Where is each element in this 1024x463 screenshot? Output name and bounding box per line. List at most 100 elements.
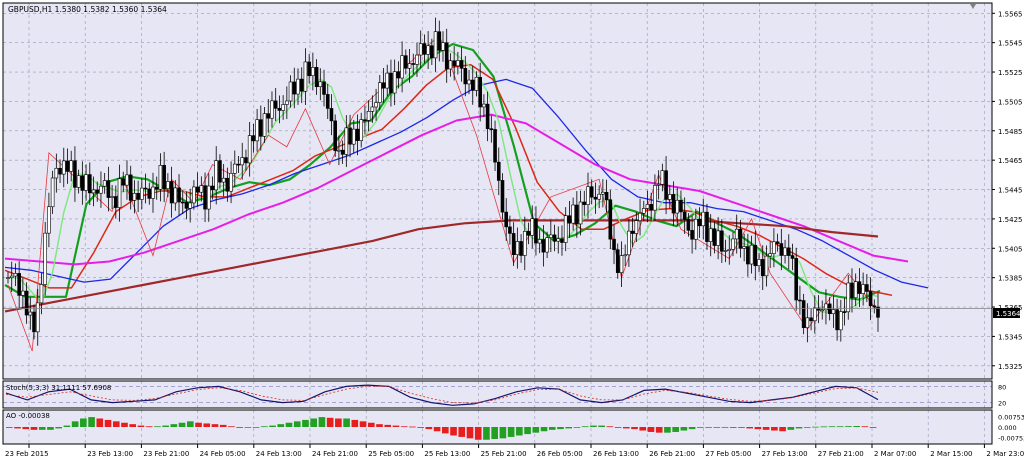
ao-bar-up <box>178 422 186 427</box>
candle-bullish <box>69 160 74 172</box>
candle-bullish <box>91 189 96 194</box>
ao-bar-up <box>71 421 79 427</box>
candle-bullish <box>627 230 631 256</box>
candle-bullish <box>6 277 10 279</box>
candle-bullish <box>515 241 520 255</box>
price-tick-label: 1.5465 <box>998 157 1023 165</box>
candle-bullish <box>102 180 107 187</box>
ao-bar-up <box>507 427 515 437</box>
ao-bar-up <box>38 427 46 430</box>
candle-bearish <box>333 120 337 151</box>
candle-bearish <box>604 191 609 201</box>
ao-bar-down <box>754 427 762 430</box>
stochastic-panel[interactable] <box>3 381 992 408</box>
ao-bar-up <box>88 417 95 427</box>
candle-bullish <box>232 163 237 174</box>
candle-bullish <box>716 230 720 246</box>
candle-bearish <box>857 281 862 294</box>
ao-bar-up <box>252 427 260 428</box>
candle-bullish <box>158 165 163 190</box>
candle-bearish <box>679 199 683 213</box>
candle-bearish <box>389 72 393 94</box>
ao-bar-down <box>425 427 433 430</box>
candle-bearish <box>786 247 791 256</box>
candle-bearish <box>582 201 587 205</box>
candle-bullish <box>645 204 650 209</box>
ao-bar-down <box>359 421 367 427</box>
candle-bearish <box>526 231 531 236</box>
candle-bullish <box>861 284 865 294</box>
candle-bullish <box>578 201 583 225</box>
candle-bearish <box>794 258 799 301</box>
candle-bearish <box>251 135 256 142</box>
chart-shift-marker[interactable] <box>970 4 976 9</box>
candle-bullish <box>359 119 364 141</box>
candle-bullish <box>653 185 657 211</box>
candle-bearish <box>485 103 490 129</box>
candle-bearish <box>147 188 152 199</box>
candle-bullish <box>188 202 192 209</box>
ao-bar-up <box>310 418 318 427</box>
main-panel-border <box>2 2 993 380</box>
price-tick-label: 1.5405 <box>998 245 1023 253</box>
candle-bearish <box>437 31 442 51</box>
ao-bar-up <box>302 419 309 427</box>
candle-bearish <box>452 60 456 67</box>
ao-bar-down <box>367 422 375 427</box>
ao-bar-down <box>145 426 153 428</box>
candle-bullish <box>351 128 356 145</box>
candle-bearish <box>65 160 70 172</box>
candle-bearish <box>307 61 311 76</box>
candle-bullish <box>426 45 430 55</box>
candle-bullish <box>35 302 40 333</box>
time-tick-label: 23 Feb 13:00 <box>87 450 133 458</box>
candle-bullish <box>831 309 836 315</box>
candle-bullish <box>117 178 122 208</box>
candle-bullish <box>337 149 341 152</box>
ao-bar-down <box>869 427 877 428</box>
time-tick-label: 27 Feb 05:00 <box>705 450 751 458</box>
candle-bullish <box>47 206 51 234</box>
candle-bullish <box>206 185 211 210</box>
price-tick-label: 1.5505 <box>998 98 1023 106</box>
candle-bearish <box>106 180 111 198</box>
candle-bullish <box>21 290 25 296</box>
candle-bearish <box>872 305 877 308</box>
candle-bearish <box>381 82 386 89</box>
candle-bullish <box>467 79 471 85</box>
candle-bearish <box>664 170 668 200</box>
candle-bullish <box>43 232 47 285</box>
ao-bar-down <box>392 425 400 427</box>
ao-bar-up <box>524 427 531 435</box>
time-tick-label: 26 Feb 13:00 <box>593 450 639 458</box>
candle-bullish <box>638 212 642 221</box>
candle-bullish <box>549 234 553 238</box>
candle-bullish <box>311 67 315 76</box>
ao-bar-down <box>417 427 424 428</box>
candle-bearish <box>809 317 813 322</box>
ao-panel-border <box>2 409 993 445</box>
ao-bar-down <box>614 427 622 428</box>
candle-bullish <box>374 102 378 108</box>
ao-bar-up <box>186 421 194 427</box>
candle-bullish <box>385 72 390 89</box>
candle-bullish <box>749 244 754 265</box>
ao-bar-down <box>409 426 416 428</box>
candle-bearish <box>340 149 345 155</box>
candle-bullish <box>731 238 735 250</box>
candle-bearish <box>790 255 795 259</box>
candle-bearish <box>865 284 869 292</box>
candle-bearish <box>868 291 873 307</box>
ao-tick-label: 0.000 <box>998 424 1017 432</box>
candle-bullish <box>839 311 843 331</box>
candle-bullish <box>255 119 259 142</box>
candle-bullish <box>400 55 404 79</box>
candle-bearish <box>24 290 29 316</box>
candle-bearish <box>430 45 434 59</box>
candle-bearish <box>143 187 148 190</box>
ao-bar-down <box>104 419 112 427</box>
candle-bullish <box>456 60 460 67</box>
ao-bar-down <box>203 423 211 427</box>
